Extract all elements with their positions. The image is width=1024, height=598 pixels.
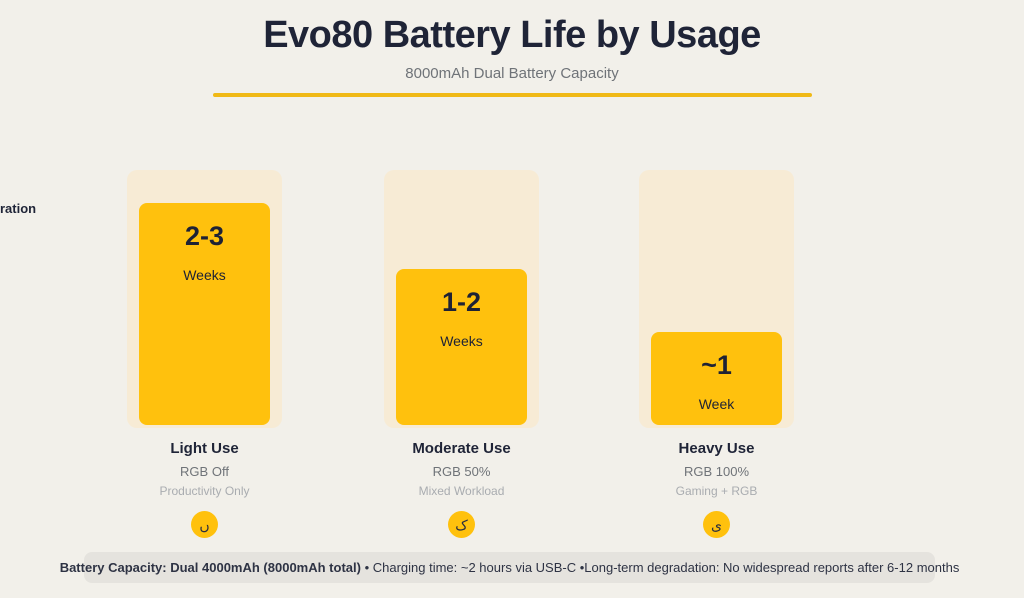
category-label: Moderate Use <box>412 440 511 457</box>
heavy-use-emoji-icon: ى <box>703 511 730 538</box>
chart-column-light-use: 2-3 Weeks Light Use RGB Off Productivity… <box>127 170 282 538</box>
bar-unit: Weeks <box>183 267 226 283</box>
category-description: Gaming + RGB <box>675 484 758 498</box>
bar-unit: Weeks <box>440 333 483 349</box>
bar-value: 2-3 <box>184 221 225 251</box>
bar-heavy-use: ~1 Week <box>651 332 782 425</box>
category-description: Mixed Workload <box>418 484 505 498</box>
footer-note-rest: • Charging time: ~2 hours via USB-C •Lon… <box>360 560 960 575</box>
light-use-emoji-icon: ں <box>191 511 218 538</box>
category-label: Heavy Use <box>678 440 755 457</box>
moderate-use-emoji-icon: ک <box>448 511 475 538</box>
bar-value: ~1 <box>701 350 732 380</box>
bar-moderate-use: 1-2 Weeks <box>396 269 527 425</box>
bar-unit: Week <box>698 396 735 412</box>
bar-track: 2-3 Weeks <box>127 170 282 428</box>
category-label: Light Use <box>170 440 239 457</box>
bar-track: 1-2 Weeks <box>384 170 539 428</box>
bar-track: ~1 Week <box>639 170 794 428</box>
page-subtitle: 8000mAh Dual Battery Capacity <box>405 65 619 82</box>
category-description: Productivity Only <box>159 484 250 498</box>
chart-column-moderate-use: 1-2 Weeks Moderate Use RGB 50% Mixed Wor… <box>384 170 539 538</box>
page-title: Evo80 Battery Life by Usage <box>263 14 761 56</box>
bar-light-use: 2-3 Weeks <box>139 203 270 425</box>
bar-value: 1-2 <box>441 287 482 317</box>
title-divider <box>212 93 812 97</box>
emoji-glyph: ى <box>711 516 722 533</box>
y-axis-label-clipped: ration <box>0 201 37 216</box>
emoji-glyph: ک <box>455 516 468 533</box>
category-sublabel: RGB 100% <box>683 464 750 479</box>
footer-note-bold: Battery Capacity: Dual 4000mAh (8000mAh … <box>59 560 361 575</box>
emoji-glyph: ں <box>199 516 210 533</box>
footer-note: Battery Capacity: Dual 4000mAh (8000mAh … <box>60 552 959 583</box>
chart-column-heavy-use: ~1 Week Heavy Use RGB 100% Gaming + RGB … <box>639 170 794 538</box>
category-sublabel: RGB Off <box>180 464 229 479</box>
category-sublabel: RGB 50% <box>432 464 491 479</box>
